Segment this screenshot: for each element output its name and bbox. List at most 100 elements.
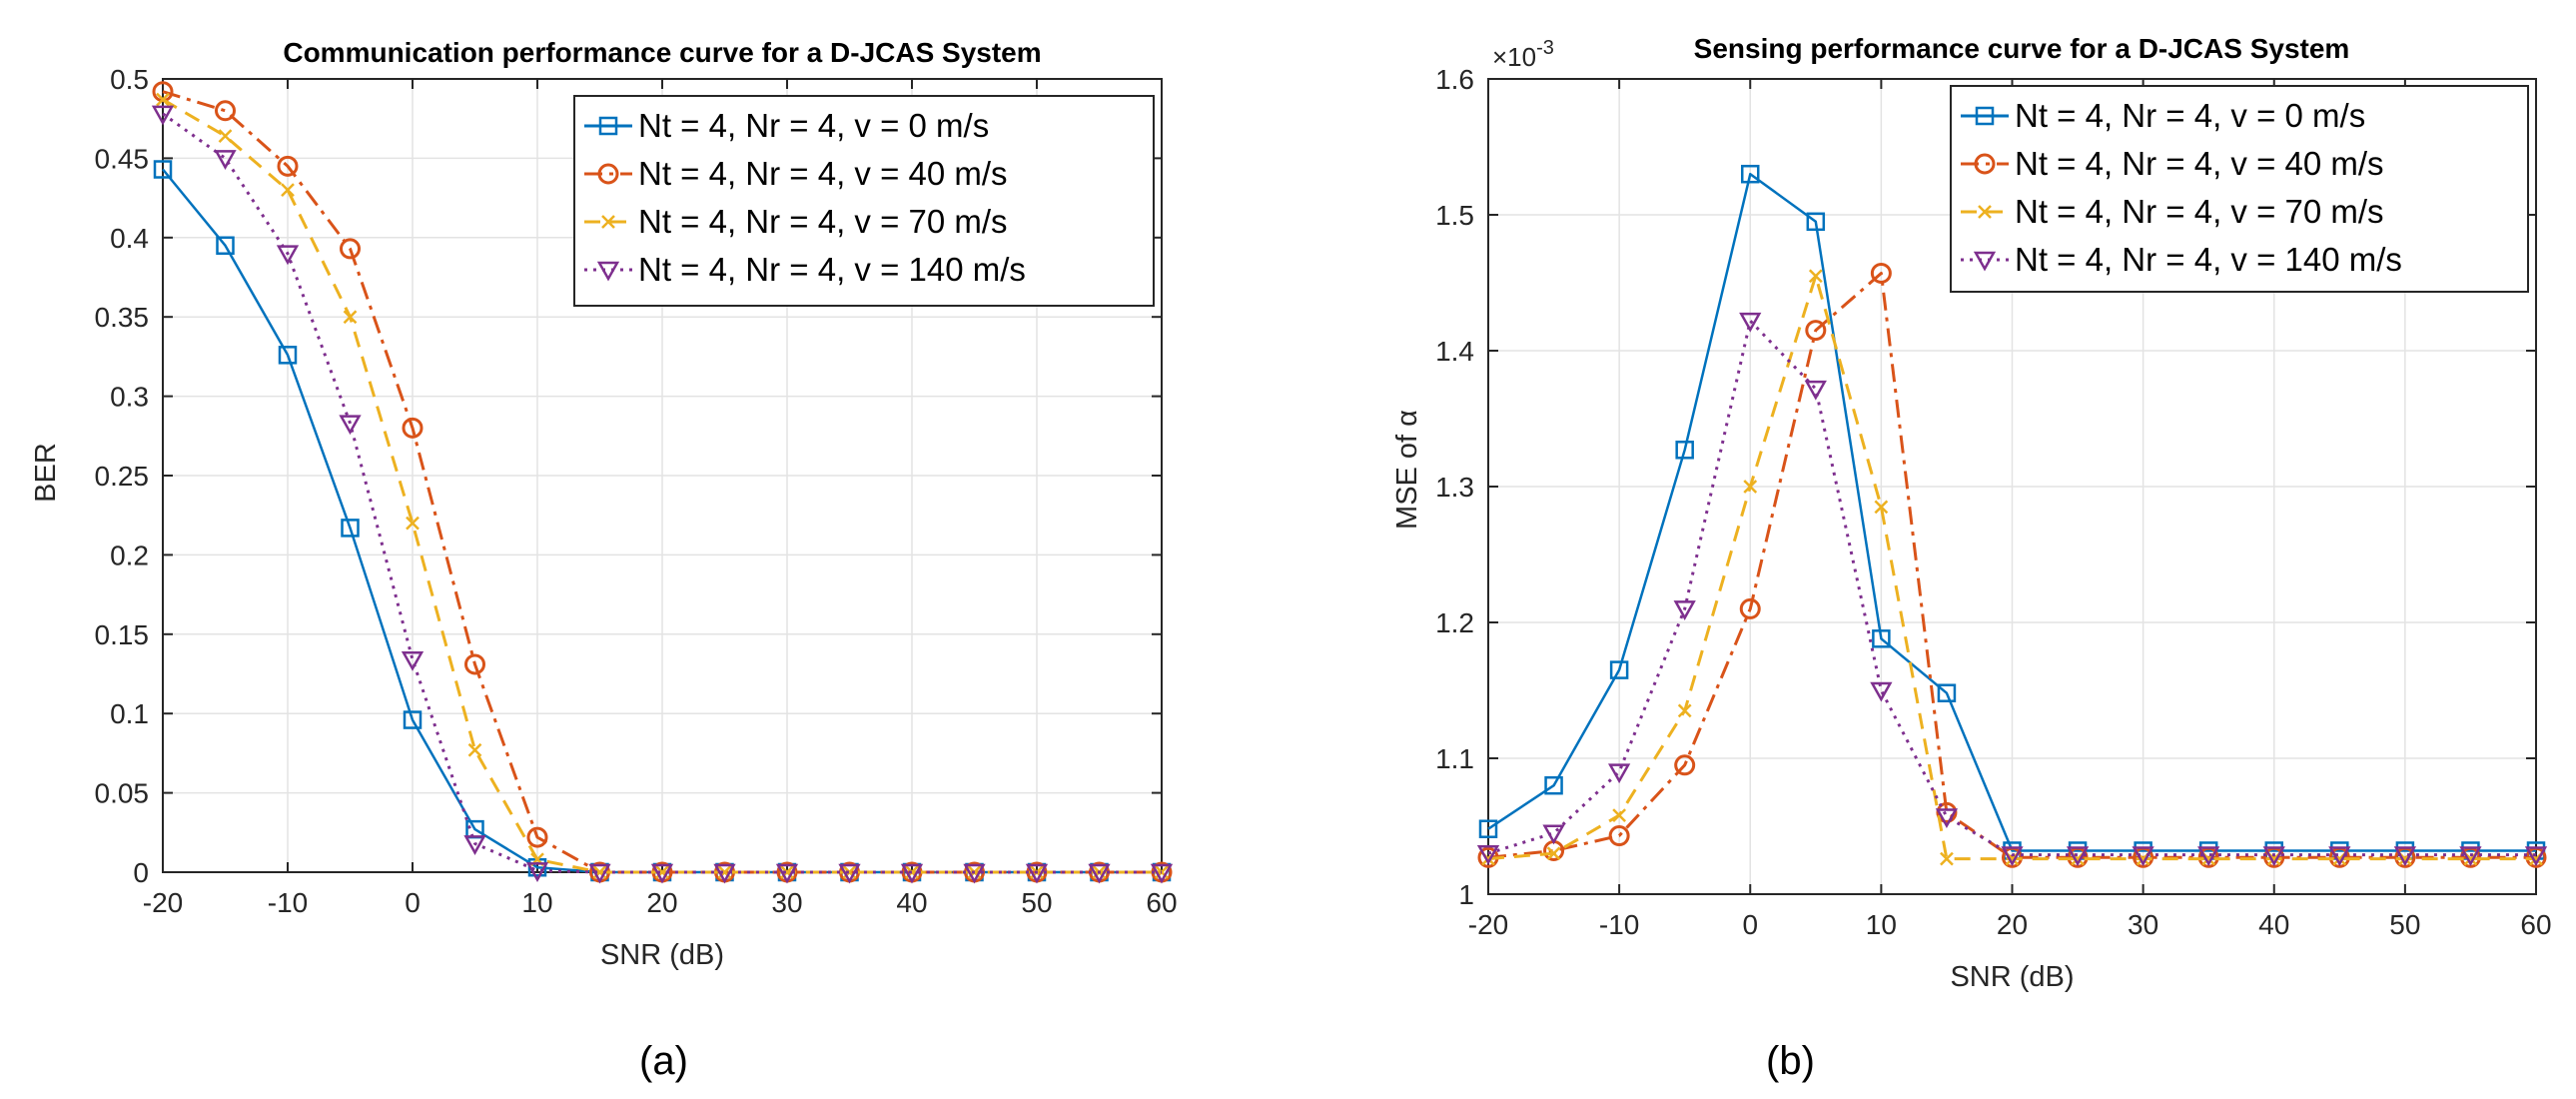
y-tick-label-a: 0.45 [95,143,150,174]
x-tick-label-b: 40 [2258,909,2289,940]
data-point-b-1 [1936,801,1958,823]
data-point-b-0 [1675,441,1694,460]
y-exponent-label-b: ×10-3 [1492,37,1554,72]
y-tick-label-b: 1.3 [1435,472,1474,503]
legend-marker-a-1 [597,163,619,185]
y-tick-label-a: 0.15 [95,619,150,650]
data-point-a-2 [406,516,420,531]
legend-label-b-1: Nt = 4, Nr = 4, v = 40 m/s [2015,145,2384,182]
series-line-b-3 [1487,319,2536,857]
legend-label-a-0: Nt = 4, Nr = 4, v = 0 m/s [638,107,989,144]
data-point-b-3 [2328,846,2351,867]
data-point-b-1 [1870,262,1892,284]
legend-label-b-0: Nt = 4, Nr = 4, v = 0 m/s [2015,97,2365,134]
y-tick-label-b: 1.4 [1435,336,1474,367]
data-point-a-2 [281,183,295,198]
data-point-a-0 [278,346,298,365]
data-point-a-0 [153,160,173,179]
legend-marker-a-0 [598,116,618,136]
data-point-a-1 [215,100,236,122]
data-point-a-3 [838,863,861,884]
data-point-a-0 [341,519,360,538]
data-point-b-2 [1808,269,1823,284]
chart-title-b: Sensing performance curve for a D-JCAS S… [1694,33,2350,64]
chart-title-a: Communication performance curve for a D-… [283,37,1041,68]
x-tick-label-a: 40 [896,887,927,918]
data-point-b-0 [1741,164,1760,184]
data-point-b-3 [1476,844,1500,865]
x-tick-label-b: 20 [1997,909,2028,940]
legend-box-a [573,95,1155,307]
data-point-a-3 [1088,863,1111,884]
y-tick-label-a: 0.05 [95,778,150,809]
data-point-a-2 [218,129,233,144]
caption-b: (b) [1766,1039,1815,1083]
data-point-b-2 [1743,480,1758,494]
data-point-b-1 [1739,597,1761,619]
legend-label-b-3: Nt = 4, Nr = 4, v = 140 m/s [2015,241,2402,278]
data-point-b-0 [1609,660,1629,679]
data-point-b-3 [2393,846,2417,867]
data-point-a-3 [276,245,300,266]
data-point-b-3 [2459,846,2482,867]
data-point-a-1 [402,417,424,439]
y-tick-label-a: 0.35 [95,302,150,333]
legend-marker-b-3 [1973,251,1997,272]
data-point-b-3 [1542,824,1565,845]
y-tick-label-b: 1.5 [1435,200,1474,231]
data-point-b-2 [1874,500,1889,515]
x-tick-label-b: 0 [1742,909,1758,940]
legend-marker-b-0 [1975,106,1995,126]
data-point-b-3 [1870,681,1893,702]
data-point-b-3 [1673,600,1696,620]
y-tick-label-a: 0 [133,857,149,888]
y-axis-label-a: BER [30,443,62,503]
y-tick-label-b: 1 [1458,879,1474,910]
data-point-b-3 [2262,846,2285,867]
data-point-a-3 [1025,863,1049,884]
data-point-b-3 [2132,846,2154,867]
data-point-b-1 [1674,754,1696,776]
data-point-a-3 [463,835,486,855]
y-tick-label-a: 0.4 [110,223,149,254]
data-point-a-3 [650,863,674,884]
data-point-a-2 [467,742,482,757]
y-tick-label-a: 0.2 [110,540,149,570]
data-point-a-3 [713,863,736,884]
data-point-b-1 [1805,320,1827,342]
data-point-b-0 [1478,819,1498,838]
legend-marker-b-1 [1974,153,1996,175]
data-point-b-3 [1935,808,1959,829]
data-point-a-3 [963,863,986,884]
data-point-a-3 [401,650,425,671]
series-a-3 [151,105,1174,884]
chart-b: -20 -10 0 10 20 30 40 50 60 1 1.1 1.2 1.3 1.4 1.5 1.6 Se… [1391,33,2552,993]
data-point-a-2 [343,310,358,325]
x-tick-label-b: 60 [2520,909,2551,940]
data-point-a-1 [340,238,361,260]
legend-label-a-2: Nt = 4, Nr = 4, v = 70 m/s [638,203,1008,240]
data-point-a-3 [900,863,924,884]
x-tick-label-b: 10 [1866,909,1897,940]
legend-label-a-1: Nt = 4, Nr = 4, v = 40 m/s [638,155,1008,192]
y-tick-label-b: 1.2 [1435,607,1474,638]
x-tick-label-a: -20 [143,887,183,918]
legend-marker-a-3 [596,261,620,282]
series-b-3 [1476,312,2548,867]
chart-a: -20 -10 0 10 20 30 40 50 60 0 0.05 0.1 0.15 0.2 0.25 0.… [30,37,1178,971]
legend-b: Nt = 4, Nr = 4, v = 0 m/s Nt = 4, Nr = 4,… [1950,85,2529,293]
data-point-a-3 [214,150,237,170]
data-point-a-3 [525,862,549,882]
y-tick-label-b: 1.6 [1435,64,1474,95]
data-point-a-3 [151,105,175,126]
legend-label-a-3: Nt = 4, Nr = 4, v = 140 m/s [638,251,1026,288]
data-point-a-1 [526,826,548,848]
legend-a: Nt = 4, Nr = 4, v = 0 m/s Nt = 4, Nr = 4,… [573,95,1155,307]
x-tick-label-a: 20 [646,887,677,918]
data-point-b-0 [1544,775,1563,795]
data-point-b-2 [1612,808,1627,823]
data-point-b-3 [2001,846,2024,867]
legend-label-b-2: Nt = 4, Nr = 4, v = 70 m/s [2015,193,2384,230]
data-point-b-2 [1546,846,1561,861]
